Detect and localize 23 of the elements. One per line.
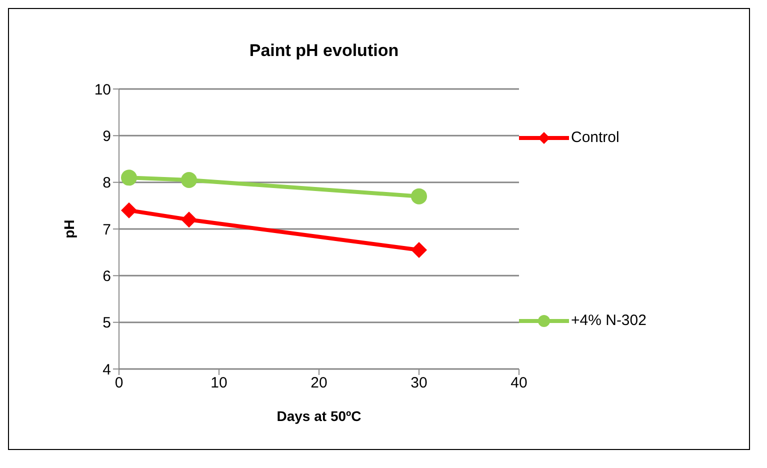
y-tick-label: 10	[94, 81, 111, 98]
y-tick-label: 8	[102, 174, 111, 192]
point	[121, 202, 137, 218]
x-tick-label: 30	[410, 374, 428, 392]
y-tick-label: 9	[102, 128, 111, 145]
point	[181, 172, 197, 188]
x-tick-label: 40	[510, 374, 528, 392]
legend-label: Control	[571, 129, 620, 146]
point	[121, 170, 137, 186]
y-tick-label: 6	[102, 268, 111, 285]
y-axis-title: pH	[60, 220, 77, 238]
y-tick-label: 7	[102, 221, 111, 238]
chart-title: Paint pH evolution	[248, 41, 400, 61]
y-tick-label: 5	[102, 314, 111, 332]
y-tick-label: 4	[102, 361, 111, 378]
point	[411, 188, 427, 204]
legend-label: +4% N-302	[571, 312, 646, 329]
point	[411, 242, 427, 258]
x-tick-label: 20	[310, 374, 328, 392]
x-axis-title: Days at 50ºC	[276, 408, 362, 424]
x-tick-label: 10	[210, 374, 228, 392]
point	[181, 212, 197, 228]
x-tick-label: 0	[114, 374, 124, 392]
